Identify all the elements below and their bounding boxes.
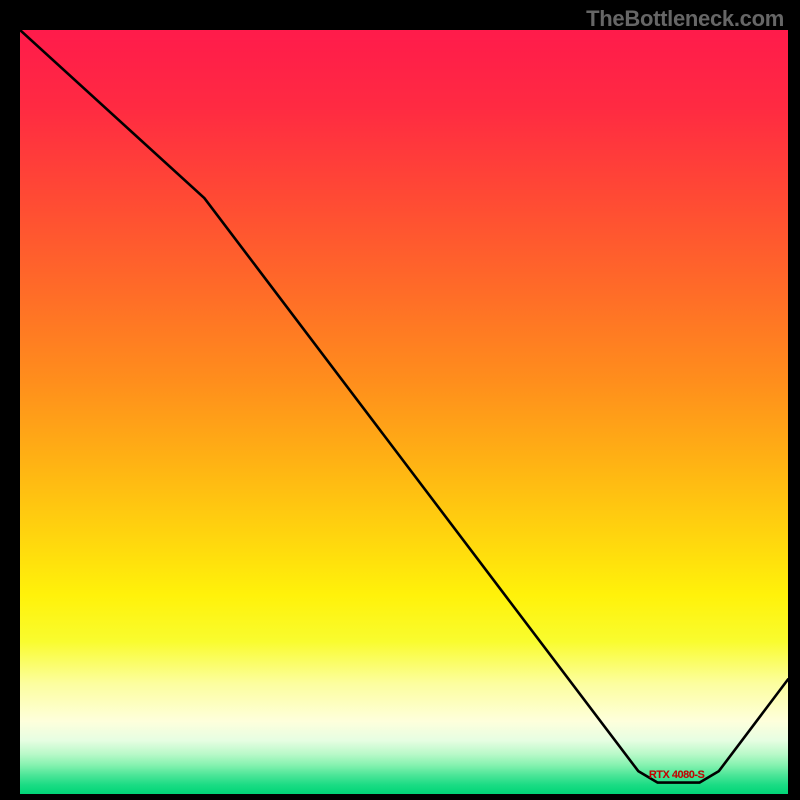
baseline-label: RTX 4080-S	[649, 769, 705, 781]
plot-area: RTX 4080-S	[20, 30, 788, 794]
watermark-text: TheBottleneck.com	[586, 6, 784, 32]
line-layer	[20, 30, 788, 794]
bottleneck-curve	[20, 30, 788, 783]
chart-frame: TheBottleneck.com RTX 4080-S	[0, 0, 800, 800]
